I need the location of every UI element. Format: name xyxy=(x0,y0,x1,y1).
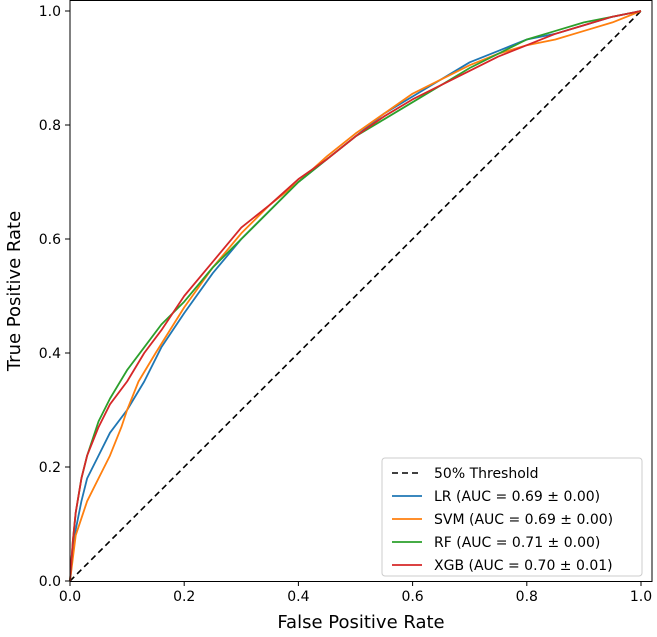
x-tick-label: 0.2 xyxy=(173,589,195,605)
series-line-2 xyxy=(69,10,642,582)
legend-label-1: LR (AUC = 0.69 ± 0.00) xyxy=(434,489,600,505)
x-tick-label: 0.0 xyxy=(59,589,81,605)
legend-label-3: RF (AUC = 0.71 ± 0.00) xyxy=(434,535,600,551)
y-tick-label: 0.2 xyxy=(39,460,61,476)
series-line-0 xyxy=(69,10,642,582)
y-tick-label: 0.6 xyxy=(39,232,61,248)
legend-label-0: 50% Threshold xyxy=(434,466,539,482)
x-axis-label: False Positive Rate xyxy=(277,612,444,633)
y-tick-label: 0.4 xyxy=(39,346,61,362)
y-axis-label: True Positive Rate xyxy=(4,211,25,372)
x-tick-label: 0.4 xyxy=(287,589,309,605)
series-layer xyxy=(69,10,642,582)
y-tick-label: 0.8 xyxy=(39,118,61,134)
x-tick-label: 0.6 xyxy=(401,589,423,605)
y-tick-label: 0.0 xyxy=(39,574,61,590)
legend-box xyxy=(381,457,643,577)
y-axis-ticks: 0.0 0.2 0.4 0.6 0.8 1.0 xyxy=(39,4,70,590)
x-axis-ticks: 0.0 0.2 0.4 0.6 0.8 1.0 xyxy=(59,581,652,605)
y-tick-label: 1.0 xyxy=(39,4,61,20)
legend: 50% Threshold LR (AUC = 0.69 ± 0.00) SVM (… xyxy=(381,457,643,577)
x-tick-label: 0.8 xyxy=(516,589,538,605)
legend-label-2: SVM (AUC = 0.69 ± 0.00) xyxy=(434,512,613,528)
x-tick-label: 1.0 xyxy=(630,589,652,605)
legend-label-4: XGB (AUC = 0.70 ± 0.01) xyxy=(434,558,613,574)
legend-entries: 50% Threshold LR (AUC = 0.69 ± 0.00) SVM (… xyxy=(392,466,613,574)
series-line-4 xyxy=(69,10,642,582)
plot-frame xyxy=(69,0,653,582)
